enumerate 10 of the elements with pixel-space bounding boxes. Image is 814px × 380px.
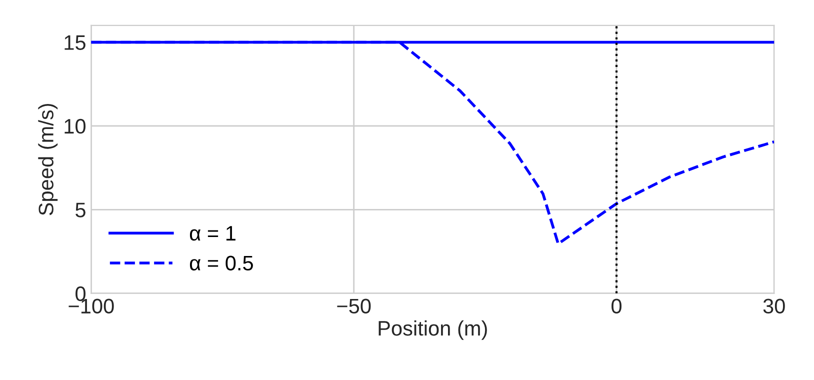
x-axis-title: Position (m) bbox=[378, 320, 487, 340]
y-axis-title: Speed (m/s) bbox=[38, 104, 58, 216]
y-tick-label: 5 bbox=[76, 202, 86, 218]
x-tick-label: 0 bbox=[612, 298, 622, 314]
legend-label: α = 0.5 bbox=[190, 256, 253, 270]
x-tick-label: 30 bbox=[763, 298, 785, 314]
y-tick-label: 15 bbox=[64, 35, 86, 50]
x-tick-label: −50 bbox=[337, 298, 371, 314]
y-tick-label: 10 bbox=[64, 118, 86, 134]
legend-label: α = 1 bbox=[190, 226, 236, 241]
